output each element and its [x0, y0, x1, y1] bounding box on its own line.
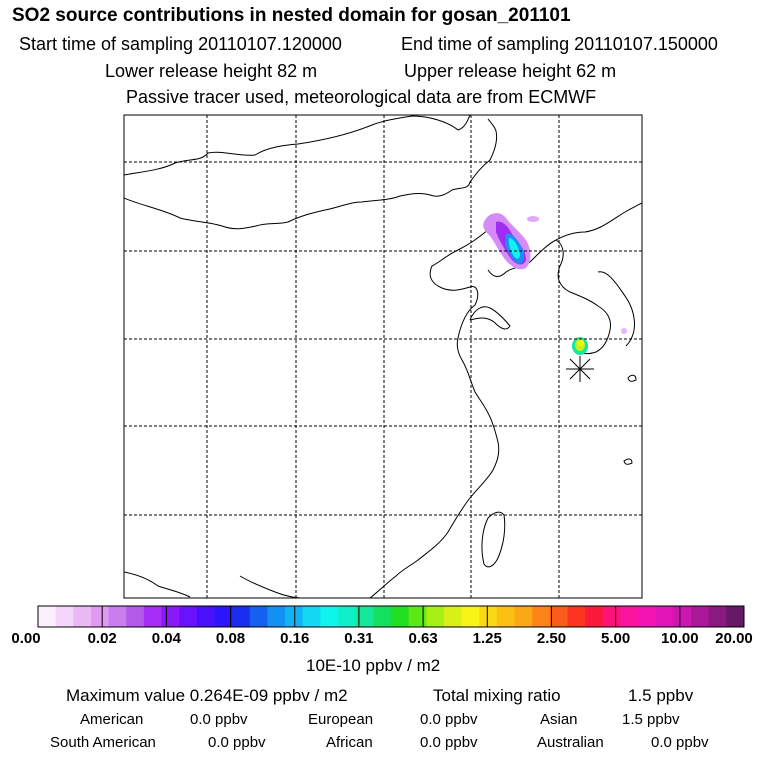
start-time: Start time of sampling 20110107.120000 — [19, 34, 342, 54]
colorbar-cell — [161, 606, 180, 627]
map-content — [124, 115, 642, 598]
colorbar-cell — [479, 606, 498, 627]
region-name: African — [326, 734, 373, 751]
colorbar-cell — [408, 606, 427, 627]
colorbar-cell — [249, 606, 268, 627]
region-value: 0.0 ppbv — [208, 734, 266, 751]
colorbar-cell — [514, 606, 533, 627]
colorbar-label: 0.16 — [280, 630, 310, 647]
tracer-note: Passive tracer used, meteorological data… — [126, 87, 597, 107]
colorbar-cell — [320, 606, 339, 627]
coastline-mongolia-border — [124, 118, 498, 230]
colorbar-cell — [373, 606, 392, 627]
coastline-korea-east — [597, 271, 635, 347]
region-value: 0.0 ppbv — [651, 734, 709, 751]
colorbar-label: 0.04 — [151, 630, 181, 647]
region-value: 0.0 ppbv — [190, 711, 248, 728]
colorbar-cell — [549, 606, 568, 627]
colorbar-cell — [426, 606, 445, 627]
plume-small-korea — [621, 328, 627, 334]
colorbar-cell — [285, 606, 304, 627]
colorbar-cell — [391, 606, 410, 627]
colorbar-cell — [196, 606, 215, 627]
plume-core — [508, 238, 520, 259]
colorbar-label: 0.02 — [87, 630, 117, 647]
colorbar-cell — [496, 606, 516, 627]
colorbar-cell — [126, 606, 145, 627]
region-value: 0.0 ppbv — [420, 711, 478, 728]
colorbar-cell — [567, 606, 586, 627]
coastline-japan-islands — [623, 374, 637, 465]
colorbar-cell — [708, 606, 727, 627]
colorbar-cell — [267, 606, 286, 627]
colorbar-cell — [673, 606, 692, 627]
receptor-marker — [566, 356, 594, 382]
colorbar-label: 0.31 — [344, 630, 374, 647]
region-name: South American — [50, 734, 156, 751]
colorbar-label: 0.63 — [408, 630, 438, 647]
colorbar-label: 20.00 — [715, 630, 753, 647]
coastline-korea — [555, 202, 642, 355]
colorbar-label: 0.08 — [215, 630, 246, 647]
colorbar-cell — [55, 606, 74, 627]
colorbar-cell — [355, 606, 374, 627]
region-value: 0.0 ppbv — [420, 734, 478, 751]
lower-release-height: Lower release height 82 m — [105, 61, 318, 81]
colorbar-cell — [585, 606, 604, 627]
colorbar-cell — [638, 606, 657, 627]
region-name: Australian — [537, 734, 604, 751]
colorbar — [37, 605, 745, 628]
colorbar-cell — [338, 606, 357, 627]
colorbar-frame — [37, 605, 745, 628]
colorbar-cell — [90, 606, 110, 627]
coastline-southwest — [124, 571, 301, 598]
total-mixing-label: Total mixing ratio — [433, 686, 561, 705]
colorbar-cell — [726, 606, 745, 627]
end-time: End time of sampling 20110107.150000 — [401, 34, 718, 54]
map-frame — [123, 114, 643, 599]
colorbar-cell — [108, 606, 127, 627]
upper-release-height: Upper release height 62 m — [404, 61, 617, 81]
colorbar-cell — [73, 606, 92, 627]
colorbar-label: 5.00 — [601, 630, 631, 647]
colorbar-units: 10E-10 ppbv / m2 — [306, 656, 441, 675]
total-mixing-value: 1.5 ppbv — [628, 686, 694, 705]
colorbar-cell — [532, 606, 551, 627]
chart-title: SO2 source contributions in nested domai… — [12, 5, 571, 26]
colorbar-cell — [143, 606, 163, 627]
tracer-plumes — [483, 213, 627, 355]
coastline-shandong — [469, 306, 511, 330]
region-name: Asian — [540, 711, 578, 728]
colorbar-label: 10.00 — [661, 630, 699, 647]
colorbar-cell — [655, 606, 674, 627]
colorbar-cell — [38, 606, 57, 627]
coastline-north — [124, 115, 471, 176]
colorbar-cell — [214, 606, 233, 627]
colorbar-cell — [620, 606, 639, 627]
colorbar-cell — [602, 606, 621, 627]
maximum-value: Maximum value 0.264E-09 ppbv / m2 — [66, 686, 348, 705]
colorbar-cell — [302, 606, 321, 627]
region-value: 1.5 ppbv — [622, 711, 680, 728]
coastline-china-east — [369, 229, 500, 598]
colorbar-cell — [461, 606, 480, 627]
coastline-taiwan — [481, 511, 506, 568]
plume-small-east — [527, 216, 539, 222]
colorbar-cell — [179, 606, 198, 627]
colorbar-label: 1.25 — [472, 630, 502, 647]
region-name: American — [80, 711, 144, 728]
lat-lon-grid — [124, 115, 642, 598]
region-name: European — [308, 711, 374, 728]
colorbar-label: 0.00 — [11, 630, 41, 647]
plume-gosan-core — [578, 340, 584, 346]
colorbar-cell — [443, 606, 463, 627]
colorbar-cell — [691, 606, 710, 627]
colorbar-label: 2.50 — [536, 630, 567, 647]
colorbar-cell — [232, 606, 251, 627]
